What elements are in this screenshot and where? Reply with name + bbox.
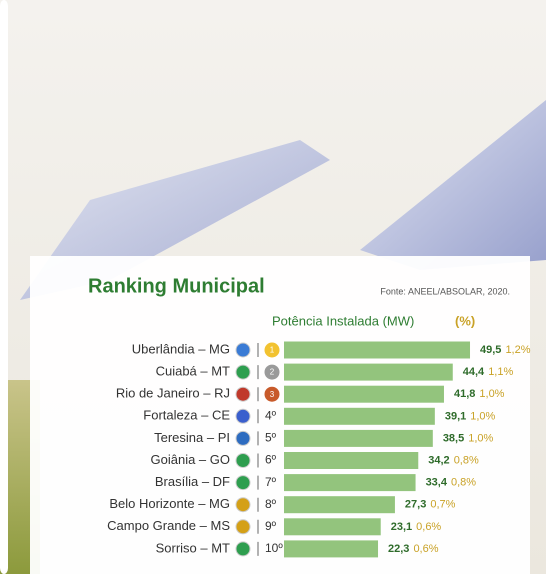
value-label: 33,4 [426,477,448,489]
value-label: 49,5 1,2% [480,344,531,356]
city-label: Belo Horizonte – MG [109,496,230,511]
bar [284,540,379,558]
rank: 3 [270,390,275,399]
bar [284,518,381,536]
bar [284,474,416,492]
city-label: Goiânia – GO [151,452,231,467]
city-flag [235,519,251,535]
value-label: 23,1 [391,521,412,533]
rank: 6º [265,453,277,467]
city-label: Rio de Janeiro – RJ [116,386,230,401]
city-label: Uberlândia – MG [132,341,230,356]
city-flag [235,364,251,380]
city-flag [235,541,251,557]
city-label: Brasília – DF [155,474,230,489]
city-flag [235,475,251,491]
rank: 1 [270,346,275,355]
city-label: Sorriso – MT [156,540,230,555]
city-label: Campo Grande – MS [107,518,230,533]
percent-label: 1,0% [468,432,493,444]
side-panel [0,0,8,574]
value-label: 39,1 1,0% [445,410,496,422]
percent-label: 0,6% [416,521,441,533]
rank: 10º [265,541,283,555]
bar [284,363,453,381]
solar-panel [360,100,546,270]
medal [264,386,280,402]
value-label: 49,5 [480,344,501,356]
percent-label: 0,8% [454,454,479,466]
rank: 8º [265,497,277,511]
rank: 9º [265,519,277,533]
header-unit: (%) [455,313,475,328]
bar [284,429,433,447]
percent-label: 1,0% [479,388,504,400]
value-label: 38,5 [443,432,464,444]
value-label: 22,3 [388,543,409,555]
city-flag [235,386,251,402]
header: Potência Instalada (MW) [272,313,414,328]
value-label: 44,4 [463,366,485,378]
city-flag [235,430,251,446]
value-label: 22,3 0,6% [388,543,439,555]
city-flag [235,453,251,468]
percent-label: 0,6% [413,543,438,555]
value-label: 27,3 0,7% [405,499,456,511]
city-flag [235,408,251,424]
city-label: Fortaleza – CE [143,408,230,423]
value-label: 34,2 [428,454,449,466]
bar [284,341,471,359]
city-flag [235,497,251,513]
city-label: Teresina – PI [154,430,230,445]
value-label: 41,8 [454,388,475,400]
city-flag [235,342,251,358]
value-label: 27,3 [405,499,426,511]
title: Ranking Municipal [88,275,265,297]
source: Fonte: ANEEL/ABSOLAR, 2020. [380,286,510,296]
bar [284,407,435,425]
rank: 2 [270,368,275,377]
value-label: 33,4 0,8% [426,477,477,489]
card [30,256,530,574]
medal [264,364,280,380]
value-label: 44,4 1,1% [463,366,514,378]
city-label: Cuiabá – MT [156,364,230,379]
value-label: 23,1 0,6% [391,521,442,533]
bar [284,496,395,514]
medal [264,342,280,358]
bar [284,452,419,469]
value-label: 41,8 1,0% [454,388,505,400]
rank: 7º [265,475,277,489]
rank: 5º [265,431,277,445]
percent-label: 1,0% [470,410,495,422]
percent-label: 0,7% [430,499,455,511]
value-label: 38,5 1,0% [443,432,494,444]
bar [284,385,444,403]
value-label: 39,1 [445,410,466,422]
percent-label: 1,1% [488,366,513,378]
percent-label: 0,8% [451,477,476,489]
rank: 4º [265,408,277,422]
value-label: 34,2 0,8% [428,454,479,466]
percent-label: 1,2% [505,344,530,356]
